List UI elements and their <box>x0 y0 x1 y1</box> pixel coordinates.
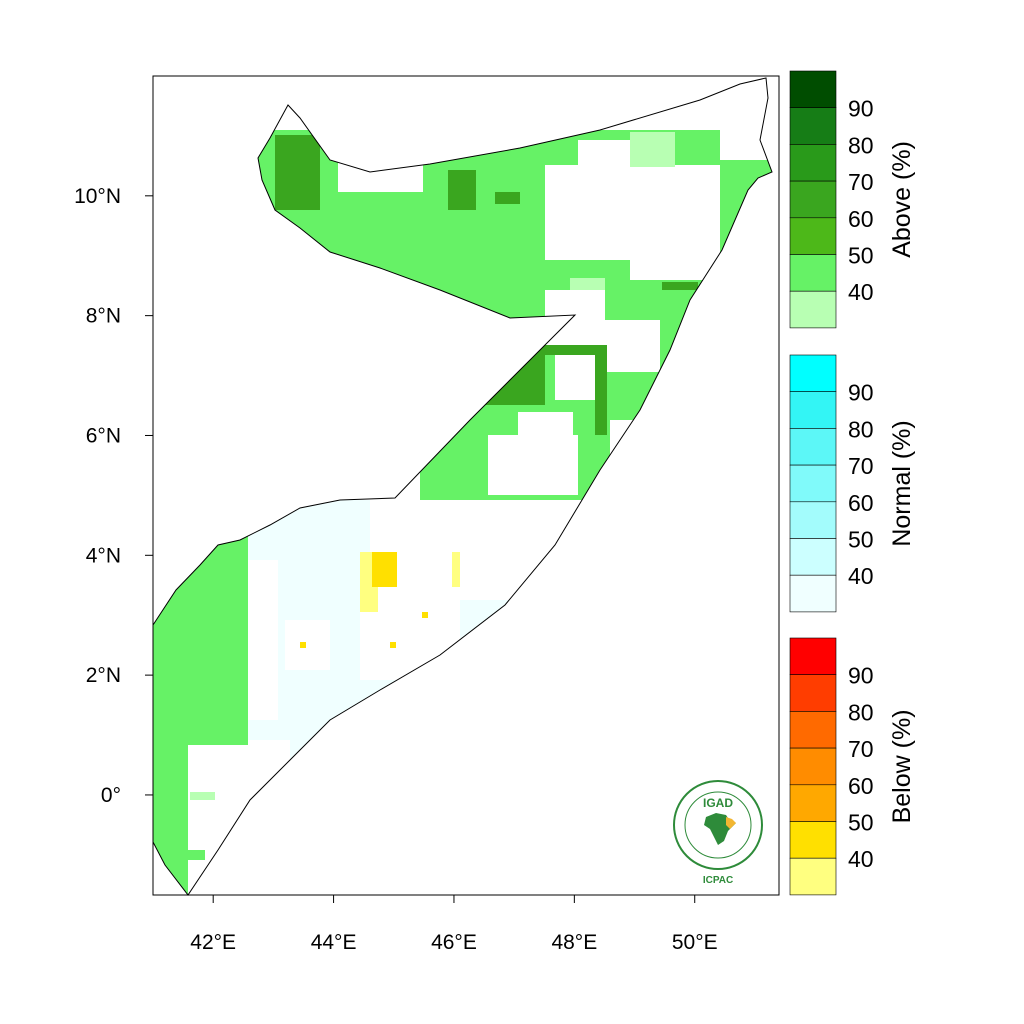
legend-group: 90 80 70 60 50 40 Above (%) 90 80 70 60 50 40 Normal … <box>789 70 916 896</box>
region-south-white-4 <box>285 620 330 670</box>
lon-tick-label: 44°E <box>311 931 357 954</box>
legend-swatch <box>789 747 837 786</box>
legend-swatch <box>789 354 837 393</box>
legend-label: 60 <box>848 773 874 799</box>
legend-swatch <box>789 674 837 712</box>
legend-label: 60 <box>848 206 874 232</box>
legend-swatch <box>789 254 837 292</box>
legend-label: 80 <box>848 132 874 158</box>
legend-swatch <box>789 290 837 329</box>
region-small-above-50 <box>495 192 520 204</box>
legend-label: 40 <box>848 846 874 872</box>
lat-tick-label: 2°N <box>86 664 121 687</box>
region-below-50 <box>372 552 397 587</box>
legend-label: 50 <box>848 810 874 836</box>
region-below-40b <box>452 552 460 587</box>
legend-swatch <box>789 711 837 749</box>
igad-logo: IGAD ICPAC <box>673 780 763 886</box>
region-north-white-4 <box>630 165 720 280</box>
region-north-white-3 <box>578 140 638 240</box>
region-southwest-above-low <box>190 792 215 800</box>
legend-label: 40 <box>848 563 874 589</box>
legend-swatch <box>789 538 837 576</box>
region-central-white-2 <box>518 412 573 462</box>
legend-swatch <box>789 857 837 896</box>
legend-swatch <box>789 501 837 539</box>
lat-tick-label: 10°N <box>74 185 121 208</box>
legend-swatch <box>789 70 837 109</box>
horn-of-africa-icon <box>726 817 736 829</box>
legend-label: 70 <box>848 169 874 195</box>
region-north-white-8 <box>555 350 600 400</box>
legend-label: 60 <box>848 490 874 516</box>
legend-swatch <box>789 217 837 255</box>
lat-tick-label: 4°N <box>86 544 121 567</box>
legend-label: 50 <box>848 243 874 269</box>
region-below-50-dot-1 <box>300 642 306 648</box>
legend-swatch <box>789 107 837 145</box>
region-hargeisa-above-50 <box>448 170 476 210</box>
legend-label: 70 <box>848 453 874 479</box>
legend-0: 90 80 70 60 50 40 Above (%) <box>789 70 916 329</box>
lat-tick-label: 8°N <box>86 305 121 328</box>
legend-label: 90 <box>848 380 874 406</box>
legend-swatch <box>789 637 837 676</box>
region-north-white-7 <box>605 320 660 372</box>
region-east-above-50 <box>662 282 698 290</box>
lon-tick-label: 42°E <box>190 931 236 954</box>
region-central-above-50c <box>595 345 607 435</box>
legend-swatch <box>789 821 837 859</box>
somalia-outline <box>152 77 773 896</box>
legend-label: 90 <box>848 96 874 122</box>
legend-2: 90 80 70 60 50 40 Below (%) <box>789 637 916 896</box>
logo-subtitle: ICPAC <box>703 875 733 886</box>
lon-tick-label: 46°E <box>431 931 477 954</box>
lat-tick-label: 6°N <box>86 424 121 447</box>
region-north-above-low-2 <box>570 278 605 290</box>
latitude-axis: 10°N 8°N 6°N 4°N 2°N 0° <box>74 185 153 807</box>
legend-label: 70 <box>848 736 874 762</box>
region-south-white-3 <box>248 560 278 720</box>
longitude-axis: 42°E 44°E 46°E 48°E 50°E <box>190 895 718 954</box>
lon-tick-label: 48°E <box>551 931 597 954</box>
region-southwest-above-40d <box>175 850 205 860</box>
legend-title: Above (%) <box>888 141 916 258</box>
legend-title: Below (%) <box>888 709 916 823</box>
region-southwest-above-40c <box>188 710 218 740</box>
lon-tick-label: 50°E <box>672 931 718 954</box>
region-west-above-50 <box>275 135 320 210</box>
legend-swatch <box>789 464 837 503</box>
legend-label: 80 <box>848 416 874 442</box>
legend-swatch <box>789 144 837 182</box>
legend-swatch <box>789 428 837 466</box>
region-north-above-low-1 <box>630 132 675 167</box>
legend-label: 50 <box>848 527 874 553</box>
legend-swatch <box>789 391 837 429</box>
legend-label: 90 <box>848 663 874 689</box>
legend-label: 40 <box>848 279 874 305</box>
legend-swatch <box>789 784 837 822</box>
legend-swatch <box>789 574 837 613</box>
legend-swatch <box>789 180 837 219</box>
legend-title: Normal (%) <box>888 420 916 546</box>
lat-tick-label: 0° <box>101 784 121 807</box>
region-below-50-dot-2 <box>390 642 396 648</box>
region-below-50-dot-3 <box>422 612 428 618</box>
logo-name: IGAD <box>703 796 733 810</box>
legend-label: 80 <box>848 699 874 725</box>
legend-1: 90 80 70 60 50 40 Normal (%) <box>789 354 916 613</box>
region-central-above-50b <box>545 345 605 355</box>
